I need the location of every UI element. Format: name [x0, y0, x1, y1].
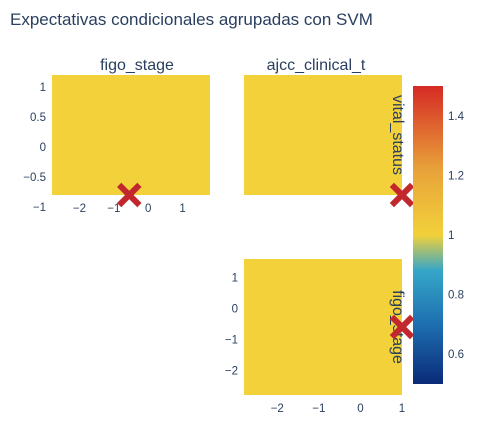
panel-ajcc-figo-ytick: −1: [225, 334, 238, 346]
panel-ajcc-figo-ytick: 0: [232, 303, 238, 315]
panel-ajcc-vital-marker: [389, 182, 415, 208]
panel-ajcc-vital-row-title: vital_status: [389, 95, 406, 175]
colorbar-tick: 1.2: [448, 170, 464, 182]
panel-ajcc-figo-xtick: 1: [399, 403, 405, 415]
panel-figo-vital-ytick: 0.5: [30, 112, 46, 124]
panel-figo-vital-ytick: 1: [40, 82, 46, 94]
panel-figo-vital-xtick: 0: [145, 203, 151, 215]
panel-figo-vital-xtick: −1: [107, 203, 120, 215]
panel-figo-vital-ytick: −0.5: [23, 172, 46, 184]
panel-figo-vital: figo_stage −2 −1 0 1 1 0.5 0 −0.5 −1: [23, 57, 210, 215]
panel-figo-vital-ytick: −1: [33, 202, 46, 214]
panel-figo-vital-xtick: 1: [179, 203, 185, 215]
panel-ajcc-figo-xtick: −1: [312, 403, 325, 415]
panel-ajcc-vital: ajcc_clinical_t vital_status: [244, 57, 415, 208]
colorbar-tick: 1: [448, 230, 454, 242]
colorbar-tick: 1.4: [448, 111, 465, 123]
colorbar-tick: 0.6: [448, 349, 464, 361]
panel-figo-vital-xtick: −2: [73, 203, 86, 215]
panel-ajcc-figo-ytick: −2: [225, 365, 238, 377]
chart-title: Expectativas condicionales agrupadas con…: [10, 10, 373, 29]
panel-ajcc-figo-xtick: −2: [271, 403, 284, 415]
colorbar: 0.6 0.8 1 1.2 1.4: [413, 86, 465, 384]
panel-ajcc-figo-row-title: figo_stage: [389, 290, 406, 364]
panel-ajcc-figo-ytick: 1: [232, 273, 238, 285]
panel-figo-vital-column-title: figo_stage: [100, 57, 174, 74]
panel-figo-vital-ytick: 0: [40, 142, 46, 154]
panel-ajcc-vital-cell: [244, 75, 402, 195]
panel-figo-vital-marker: [117, 182, 142, 208]
panel-figo-vital-cell: [52, 75, 210, 195]
colorbar-gradient: [413, 86, 443, 384]
panel-ajcc-figo: figo_stage −2 −1 0 1 1 0 −1 −2: [225, 259, 415, 415]
panel-ajcc-figo-cell: [244, 259, 402, 395]
colorbar-tick: 0.8: [448, 290, 464, 302]
panel-ajcc-vital-column-title: ajcc_clinical_t: [267, 57, 366, 74]
panels-layer: figo_stage −2 −1 0 1 1 0.5 0 −0.5 −1 ajcc_clinical…: [23, 57, 415, 415]
panel-ajcc-figo-xtick: 0: [357, 403, 363, 415]
panel-ajcc-figo-marker: [389, 314, 415, 340]
